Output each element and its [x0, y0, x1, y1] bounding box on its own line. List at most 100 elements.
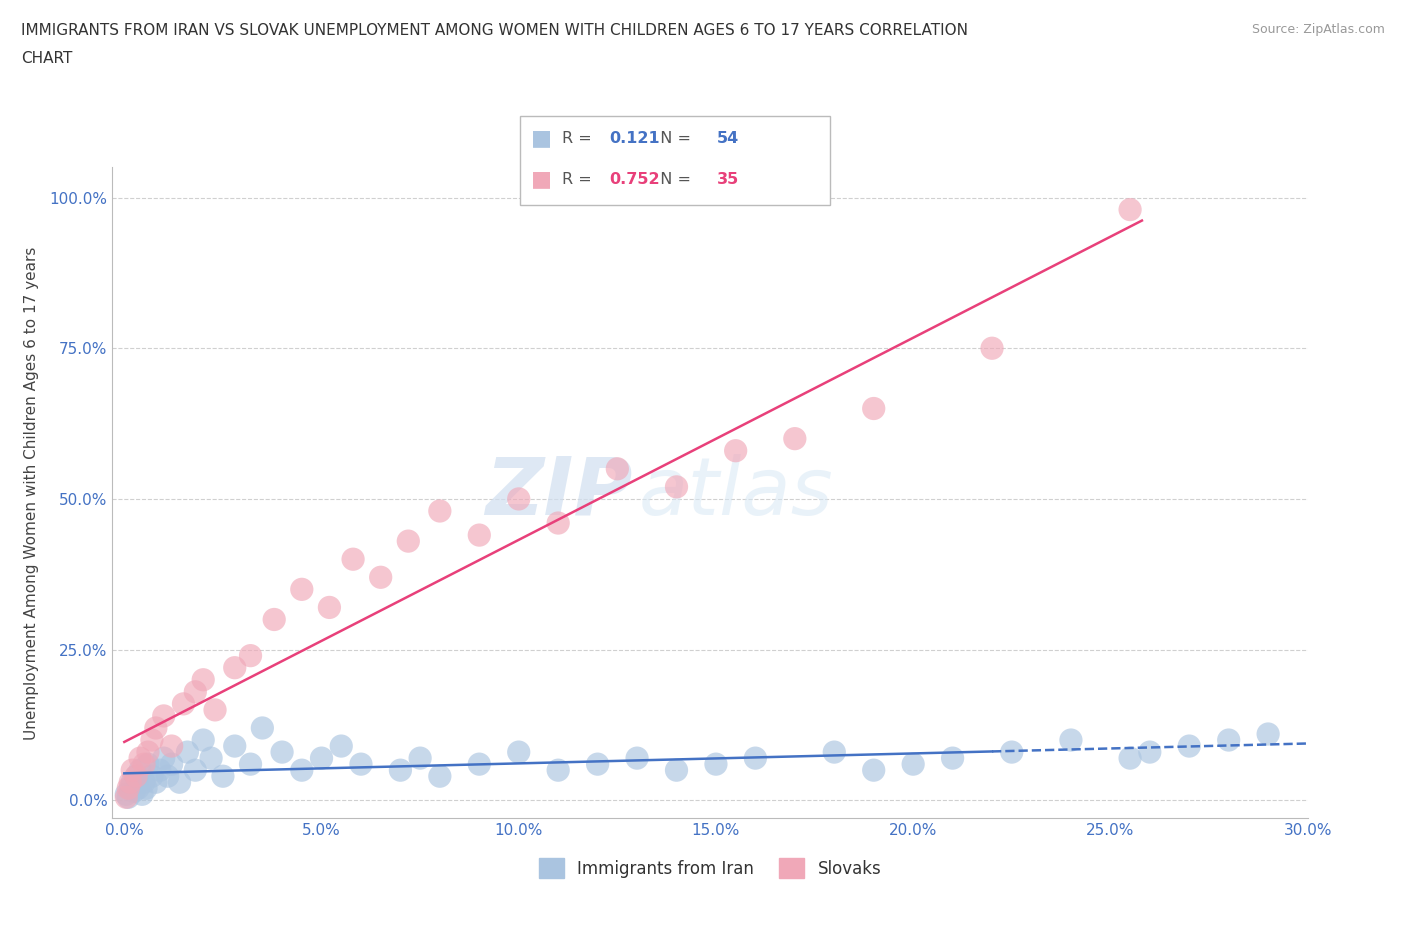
Point: [184, 684, 207, 699]
Point: [1178, 738, 1201, 753]
Point: [370, 570, 392, 585]
Point: [823, 745, 845, 760]
Point: [160, 738, 183, 753]
Text: ■: ■: [531, 169, 553, 190]
Point: [160, 757, 183, 772]
Point: [224, 738, 246, 753]
Point: [744, 751, 766, 765]
Point: [704, 757, 727, 772]
Point: [193, 733, 215, 748]
Point: [120, 775, 142, 790]
Point: [1119, 202, 1142, 217]
Point: [291, 582, 314, 597]
Point: [783, 432, 806, 446]
Point: [135, 781, 157, 796]
Point: [342, 551, 364, 566]
Point: [184, 763, 207, 777]
Point: [152, 709, 174, 724]
Text: ■: ■: [531, 128, 553, 149]
Text: 54: 54: [717, 131, 740, 146]
Point: [586, 757, 609, 772]
Legend: Immigrants from Iran, Slovaks: Immigrants from Iran, Slovaks: [533, 851, 887, 885]
Point: [252, 721, 274, 736]
Point: [131, 787, 153, 802]
Point: [127, 781, 149, 796]
Point: [862, 763, 884, 777]
Point: [606, 461, 628, 476]
Point: [132, 757, 155, 772]
Text: N =: N =: [650, 172, 696, 187]
Point: [429, 769, 451, 784]
Point: [981, 340, 1004, 355]
Point: [1060, 733, 1083, 748]
Point: [429, 503, 451, 518]
Point: [115, 790, 138, 804]
Point: [263, 612, 285, 627]
Point: [121, 775, 143, 790]
Point: [122, 784, 145, 799]
Point: [291, 763, 314, 777]
Point: [193, 672, 215, 687]
Point: [942, 751, 965, 765]
Point: [468, 527, 491, 542]
Text: R =: R =: [562, 131, 598, 146]
Point: [117, 781, 139, 796]
Text: atlas: atlas: [638, 454, 834, 532]
Text: 0.752: 0.752: [609, 172, 659, 187]
Point: [176, 745, 198, 760]
Text: 35: 35: [717, 172, 740, 187]
Point: [169, 775, 191, 790]
Point: [121, 763, 143, 777]
Point: [271, 745, 294, 760]
Point: [409, 751, 432, 765]
Point: [508, 491, 530, 506]
Point: [149, 763, 172, 777]
Point: [1139, 745, 1161, 760]
Point: [120, 781, 142, 796]
Point: [129, 751, 152, 765]
Point: [200, 751, 222, 765]
Text: R =: R =: [562, 172, 598, 187]
Point: [239, 757, 262, 772]
Point: [1001, 745, 1024, 760]
Text: CHART: CHART: [21, 51, 73, 66]
Point: [152, 751, 174, 765]
Point: [204, 702, 226, 717]
Text: ZIP: ZIP: [485, 454, 633, 532]
Point: [141, 769, 163, 784]
Point: [141, 733, 163, 748]
Point: [145, 775, 167, 790]
Point: [115, 787, 138, 802]
Point: [330, 738, 353, 753]
Y-axis label: Unemployment Among Women with Children Ages 6 to 17 years: Unemployment Among Women with Children A…: [24, 246, 38, 739]
Point: [132, 775, 155, 790]
Point: [350, 757, 373, 772]
Point: [724, 444, 747, 458]
Point: [1119, 751, 1142, 765]
Point: [125, 769, 148, 784]
Point: [224, 660, 246, 675]
Point: [547, 763, 569, 777]
Point: [665, 480, 688, 495]
Point: [172, 697, 194, 711]
Text: 0.121: 0.121: [609, 131, 659, 146]
Point: [901, 757, 924, 772]
Point: [239, 648, 262, 663]
Point: [396, 534, 419, 549]
Text: Source: ZipAtlas.com: Source: ZipAtlas.com: [1251, 23, 1385, 36]
Point: [125, 769, 148, 784]
Point: [468, 757, 491, 772]
Point: [862, 401, 884, 416]
Point: [318, 600, 340, 615]
Point: [1218, 733, 1240, 748]
Point: [136, 757, 159, 772]
Point: [665, 763, 688, 777]
Point: [389, 763, 412, 777]
Point: [136, 745, 159, 760]
Point: [547, 515, 569, 530]
Point: [311, 751, 333, 765]
Point: [212, 769, 235, 784]
Point: [145, 721, 167, 736]
Point: [1257, 726, 1279, 741]
Point: [117, 790, 139, 804]
